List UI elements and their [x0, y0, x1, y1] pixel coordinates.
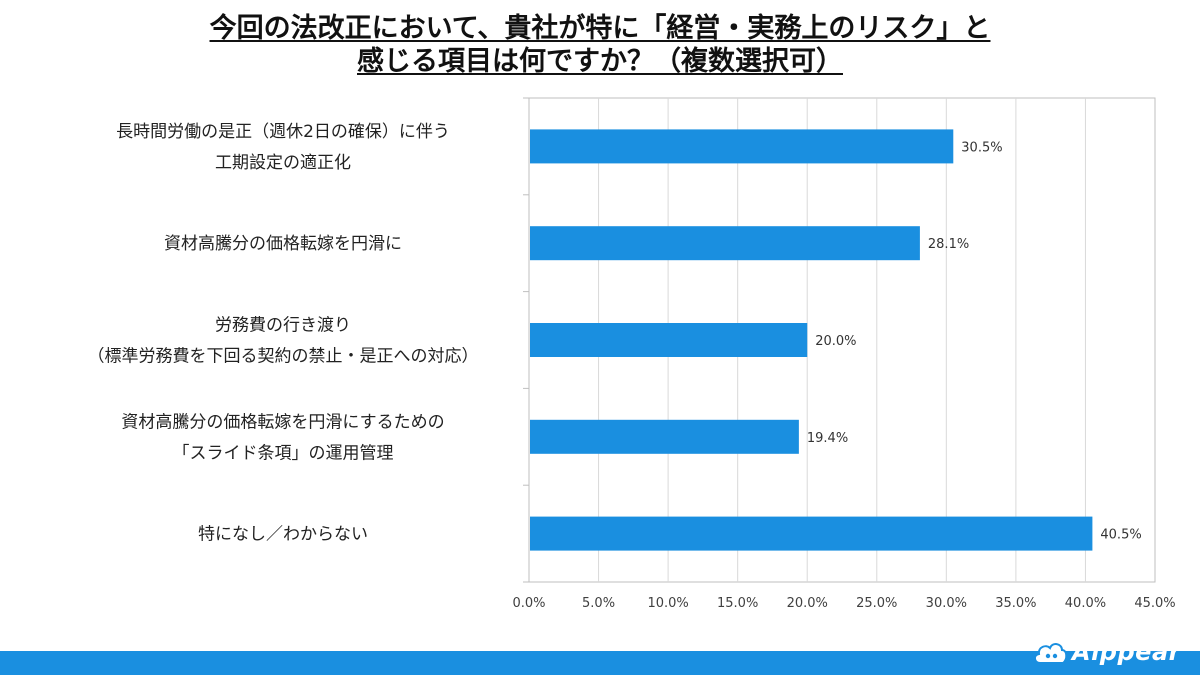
category-label: 「スライド条項」の運用管理 [173, 443, 394, 463]
bar [530, 226, 920, 261]
bar [530, 129, 954, 164]
x-tick-label: 30.0% [926, 596, 967, 611]
bar-value-label: 30.5% [961, 140, 1002, 155]
plot-area-border [528, 97, 1156, 583]
bar-value-label: 28.1% [928, 237, 969, 252]
x-tick-label: 40.0% [1065, 596, 1106, 611]
category-label: （標準労務費を下回る契約の禁止・是正への対応） [88, 347, 479, 367]
brand-name: Aippear [1072, 638, 1181, 666]
category-label: 資材高騰分の価格転嫁を円滑にするための [121, 412, 444, 432]
bar [530, 323, 808, 357]
x-tick-label: 0.0% [512, 596, 545, 611]
bar-value-label: 20.0% [815, 334, 856, 349]
bar [530, 419, 799, 454]
category-label: 工期設定の適正化 [215, 153, 351, 173]
chart-title: 今回の法改正において、貴社が特に「経営・実務上のリスク」と 感じる項目は何ですか… [0, 12, 1200, 78]
bar-value-label: 40.5% [1100, 528, 1141, 543]
brand-logo: Aippear [1032, 632, 1192, 672]
x-tick-label: 15.0% [717, 596, 758, 611]
x-tick-label: 20.0% [787, 596, 828, 611]
x-tick-label: 25.0% [856, 596, 897, 611]
x-tick-label: 35.0% [995, 596, 1036, 611]
bar [530, 516, 1093, 551]
bar-chart: 0.0% 5.0% 10.0% 15.0% 20.0% 25.0% 30.0% 35.0% 40… [88, 97, 1176, 611]
category-label: 特になし／わからない [198, 525, 368, 545]
title-line-1: 今回の法改正において、貴社が特に「経営・実務上のリスク」と [209, 13, 991, 44]
x-tick-label: 45.0% [1134, 596, 1175, 611]
x-tick-label: 10.0% [647, 596, 688, 611]
cloud-icon [1034, 643, 1068, 664]
category-label: 資材高騰分の価格転嫁を円滑に [164, 234, 402, 254]
bar-value-label: 19.4% [807, 431, 848, 446]
category-label: 長時間労働の是正（週休2日の確保）に伴う [116, 122, 450, 142]
x-tick-label: 5.0% [582, 596, 615, 611]
footer-bar [0, 651, 1200, 675]
title-line-2: 感じる項目は何ですか？（複数選択可） [357, 46, 843, 77]
category-label: 労務費の行き渡り [215, 316, 351, 336]
